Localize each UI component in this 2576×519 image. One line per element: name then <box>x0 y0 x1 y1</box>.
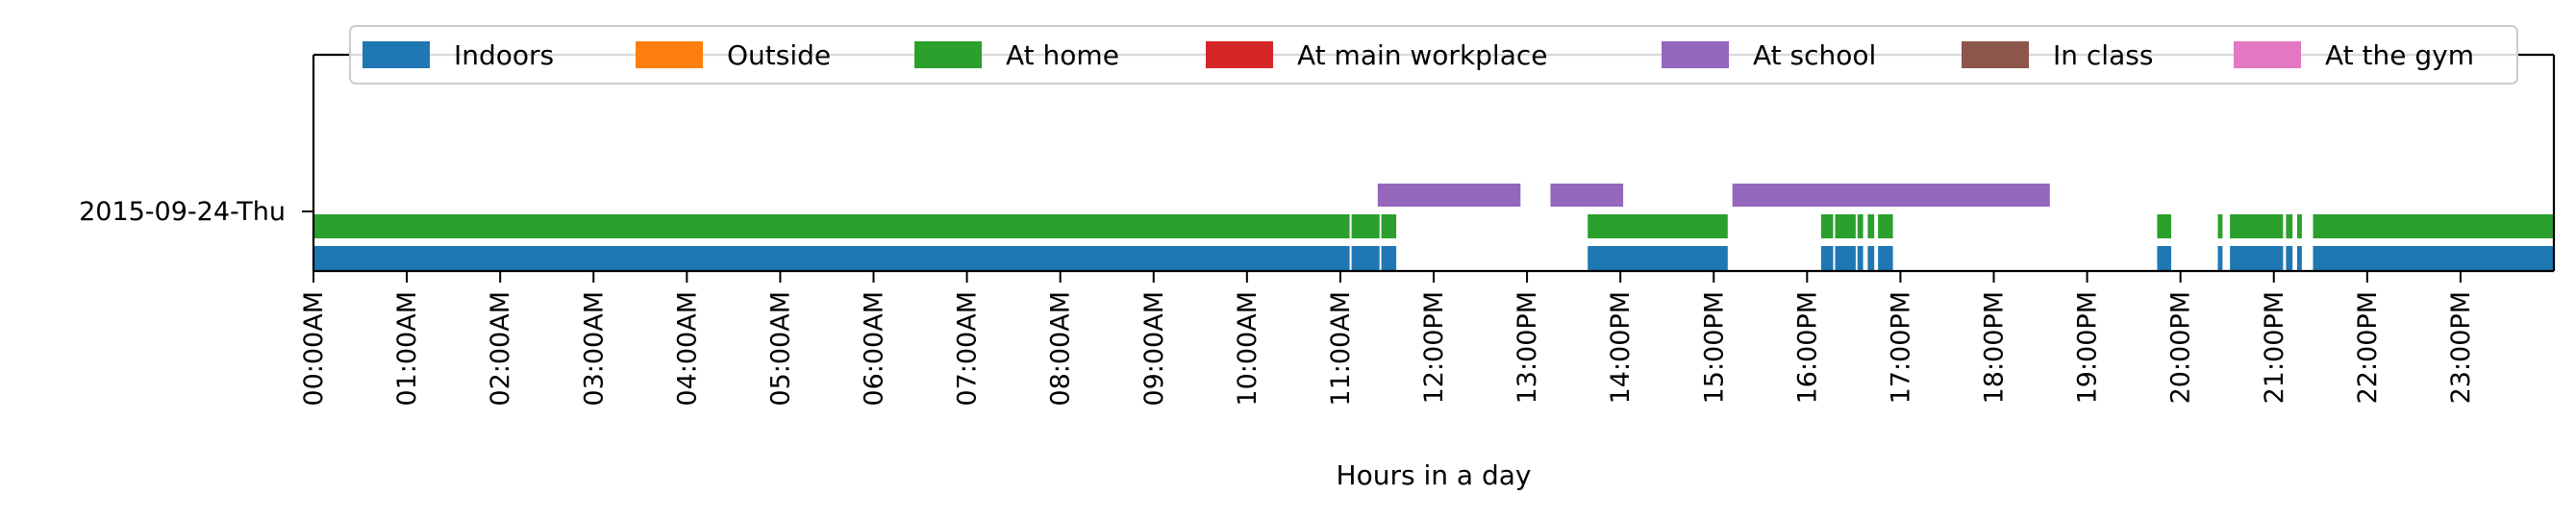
x-tick-label: 22:00PM <box>2353 291 2383 404</box>
legend-label-outside: Outside <box>727 39 831 71</box>
at-home-bar <box>1351 214 1380 238</box>
legend-label-at-school: At school <box>1753 39 1876 71</box>
x-tick-label: 17:00PM <box>1886 291 1915 404</box>
legend-label-at-home: At home <box>1006 39 1119 71</box>
x-tick-label: 04:00AM <box>672 291 702 407</box>
indoors-bar <box>2157 246 2171 270</box>
x-tick-label: 23:00PM <box>2446 291 2476 404</box>
indoors-bar <box>2286 246 2293 270</box>
indoors-bar <box>1381 246 1397 270</box>
indoors-bar <box>1820 246 1834 270</box>
x-tick-label: 05:00AM <box>765 291 795 407</box>
legend-swatch-at-the-gym <box>2234 41 2301 68</box>
x-tick-label: 20:00PM <box>2166 291 2196 404</box>
at-home-bar <box>1820 214 1834 238</box>
activity-bars <box>313 184 2554 270</box>
x-axis-label: Hours in a day <box>1337 459 1532 491</box>
legend-swatch-outside <box>636 41 703 68</box>
x-tick-label: 12:00PM <box>1419 291 1449 404</box>
x-tick-label: 00:00AM <box>299 291 329 407</box>
at-home-bar <box>1878 214 1893 238</box>
at-home-bar <box>1835 214 1856 238</box>
at-home-bar <box>2313 214 2554 238</box>
at-school-bar <box>1732 184 2050 207</box>
indoors-bar <box>1857 246 1863 270</box>
legend-swatch-in-class <box>1962 41 2029 68</box>
x-tick-label: 18:00PM <box>1980 291 2010 404</box>
indoors-bar <box>1878 246 1893 270</box>
legend-swatch-at-home <box>914 41 982 68</box>
at-school-bar <box>1550 184 1624 207</box>
x-tick-label: 09:00AM <box>1139 291 1169 407</box>
legend-label-at-main-workplace: At main workplace <box>1297 39 1548 71</box>
x-tick-label: 06:00AM <box>860 291 889 407</box>
at-home-bar <box>1588 214 1728 238</box>
x-tick-label: 13:00PM <box>1513 291 1542 404</box>
at-home-bar <box>2157 214 2171 238</box>
y-tick-label: 2015-09-24-Thu <box>79 197 286 227</box>
at-school-bar <box>1377 184 1521 207</box>
indoors-bar <box>1867 246 1875 270</box>
x-tick-label: 14:00PM <box>1606 291 1636 404</box>
indoors-bar <box>1835 246 1856 270</box>
at-home-bar <box>2230 214 2284 238</box>
at-home-bar <box>1857 214 1863 238</box>
x-tick-label: 07:00AM <box>953 291 983 407</box>
x-tick-label: 21:00PM <box>2260 291 2289 404</box>
x-tick-label: 15:00PM <box>1699 291 1729 404</box>
indoors-bar <box>313 246 1350 270</box>
x-tick-label: 11:00AM <box>1326 291 1356 407</box>
x-tick-label: 02:00AM <box>486 291 515 407</box>
at-home-bar <box>1867 214 1875 238</box>
x-tick-label: 19:00PM <box>2073 291 2103 404</box>
at-home-bar <box>313 214 1350 238</box>
at-home-bar <box>2217 214 2223 238</box>
indoors-bar <box>1351 246 1380 270</box>
x-tick-label: 16:00PM <box>1792 291 1822 404</box>
indoors-bar <box>2297 246 2302 270</box>
legend-swatch-at-school <box>1662 41 1729 68</box>
at-home-bar <box>2297 214 2302 238</box>
legend-frame <box>349 25 2518 85</box>
legend-label-indoors: Indoors <box>454 39 554 71</box>
legend: Indoors Outside At home At main workplace At… <box>349 25 2518 85</box>
at-home-bar <box>2286 214 2293 238</box>
at-home-bar <box>1381 214 1397 238</box>
x-tick-label: 08:00AM <box>1046 291 1076 407</box>
x-tick-label: 10:00AM <box>1233 291 1263 407</box>
x-tick-label: 03:00AM <box>579 291 609 407</box>
legend-label-in-class: In class <box>2053 39 2153 71</box>
indoors-bar <box>1588 246 1728 270</box>
x-tick-label: 01:00AM <box>392 291 422 407</box>
legend-swatch-at-main-workplace <box>1206 41 1273 68</box>
axes-frame: 2015-09-24-Thu <box>79 53 2556 273</box>
indoors-bar <box>2313 246 2554 270</box>
x-ticks: 00:00AM 01:00AM 02:00AM 03:00AM 04:00AM 05:00… <box>299 271 2476 407</box>
indoors-bar <box>2217 246 2223 270</box>
legend-label-at-the-gym: At the gym <box>2325 39 2474 71</box>
legend-swatch-indoors <box>363 41 430 68</box>
indoors-bar <box>2230 246 2284 270</box>
